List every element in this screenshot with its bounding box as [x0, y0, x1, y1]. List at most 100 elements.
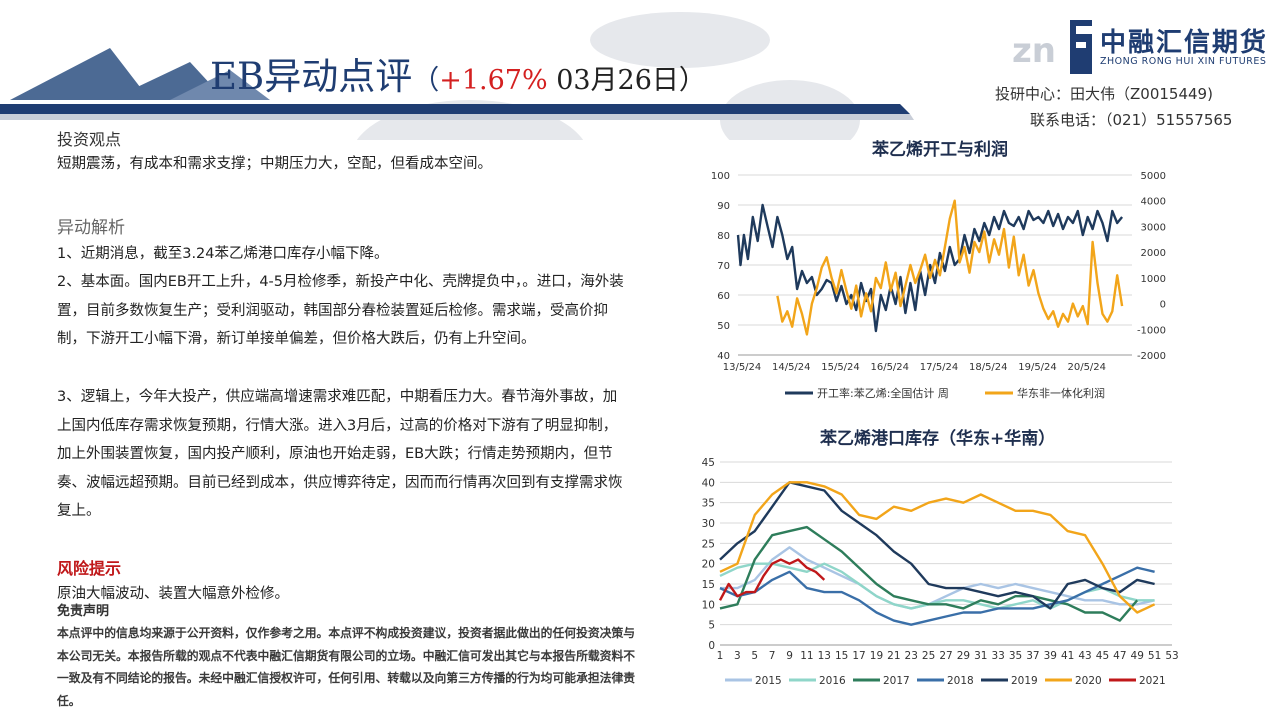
chart2-title: 苯乙烯港口库存（华东+华南） — [820, 429, 1056, 449]
chart1-left-tick-label: 90 — [717, 201, 730, 212]
chart1-x-tick-label: 13/5/24 — [723, 362, 762, 373]
title-date: 03月26日） — [547, 65, 706, 96]
chart2-x-tick-label: 29 — [957, 650, 970, 662]
view-text: 短期震荡，有成本和需求支撑；中期压力大，空配，但看成本空间。 — [57, 156, 492, 172]
chart1-series-line-profit — [776, 199, 1124, 336]
chart2-x-tick-label: 5 — [751, 650, 758, 662]
header-triangle-3 — [170, 70, 270, 100]
chart2-x-tick-label: 13 — [818, 650, 831, 662]
page-title: EB异动点评（+1.67% 03月26日） — [210, 58, 706, 95]
chart-utilization-profit: 40 50 60 70 80 90 100 -2000 -1000 0 1000 2000 3000 40… — [711, 171, 1166, 400]
chart1-left-tick-label: 100 — [711, 171, 730, 182]
chart1-legend-label: 开工率:苯乙烯:全国估计 周 — [817, 386, 949, 400]
chart2-y-tick-label: 20 — [702, 559, 715, 571]
chart2-series-line-2017 — [719, 525, 1139, 622]
chart2-legend-label: 2018 — [947, 675, 974, 687]
title-paren-open: （ — [412, 65, 440, 96]
chart2-x-tick-label: 23 — [905, 650, 918, 662]
chart1-left-tick-label: 80 — [717, 231, 730, 242]
disclaimer-title: 免责声明 — [57, 604, 110, 619]
chart2-series-line-2015 — [720, 546, 1155, 610]
disclaimer-text: 本点评中的信息均来源于公开资料，仅作参考之用。本点评不构成投资建议，投资者据此做… — [57, 626, 636, 708]
chart2-y-tick-label: 15 — [702, 579, 715, 591]
chart2-x-tick-label: 49 — [1131, 650, 1144, 662]
chart1-x-tick-label: 16/5/24 — [870, 362, 909, 373]
chart1-x-tick-label: 17/5/24 — [920, 362, 959, 373]
chart2-y-tick-label: 40 — [702, 477, 715, 489]
header-banner — [0, 12, 914, 140]
chart1-right-tick-label: 4000 — [1141, 197, 1166, 208]
chart2-series-line-2018 — [719, 566, 1155, 626]
header-base-bar — [0, 104, 910, 114]
chart2-x-tick-label: 35 — [1009, 650, 1022, 662]
chart2-y-tick-label: 45 — [702, 457, 715, 469]
chart2-y-tick-label: 25 — [702, 538, 715, 550]
chart2-x-tick-label: 39 — [1044, 650, 1057, 662]
svg-text:zn: zn — [1012, 31, 1056, 71]
chart1-left-tick-label: 60 — [717, 291, 730, 302]
chart2-x-tick-label: 3 — [734, 650, 741, 662]
analysis-paragraph-1: 1、近期消息，截至3.24苯乙烯港口库存小幅下降。 — [57, 246, 389, 262]
chart1-left-tick-label: 40 — [717, 351, 730, 362]
chart2-x-tick-label: 51 — [1148, 650, 1161, 662]
chart1-right-tick-label: 3000 — [1141, 222, 1166, 233]
chart2-x-tick-label: 31 — [974, 650, 987, 662]
chart2-x-tick-label: 21 — [887, 650, 900, 662]
chart1-left-tick-label: 50 — [717, 321, 730, 332]
title-main: EB异动点评 — [210, 55, 413, 98]
chart2-x-tick-label: 11 — [800, 650, 813, 662]
chart1-right-tick-label: -2000 — [1137, 351, 1166, 362]
header-base-shadow — [0, 114, 914, 120]
chart2-y-tick-label: 5 — [708, 620, 715, 632]
chart2-y-tick-label: 10 — [702, 599, 715, 611]
chart2-legend-label: 2019 — [1011, 675, 1038, 687]
chart2-legend-label: 2017 — [883, 675, 910, 687]
chart2-y-tick-label: 35 — [702, 498, 715, 510]
chart2-x-tick-label: 19 — [870, 650, 883, 662]
chart2-x-tick-label: 45 — [1096, 650, 1109, 662]
chart1-x-tick-label: 14/5/24 — [772, 362, 811, 373]
chart2-legend-label: 2015 — [755, 675, 782, 687]
chart1-x-tick-label: 20/5/24 — [1067, 362, 1106, 373]
chart2-x-tick-label: 25 — [922, 650, 935, 662]
chart2-x-tick-label: 43 — [1078, 650, 1091, 662]
chart2-x-tick-label: 17 — [852, 650, 865, 662]
chart1-left-tick-label: 70 — [717, 261, 730, 272]
chart2-x-tick-label: 7 — [769, 650, 776, 662]
chart2-x-tick-label: 53 — [1165, 650, 1178, 662]
logo-english-name: ZHONG RONG HUI XIN FUTURES — [1100, 56, 1267, 67]
chart2-x-tick-label: 15 — [835, 650, 848, 662]
chart1-legend-label: 华东非一体化利润 — [1017, 386, 1105, 400]
chart1-right-tick-label: 1000 — [1141, 274, 1166, 285]
contact-phone: 联系电话：（021）51557565 — [1030, 111, 1233, 129]
chart2-legend-label: 2021 — [1139, 675, 1166, 687]
chart2-legend-label: 2020 — [1075, 675, 1102, 687]
chart2-x-tick-label: 1 — [717, 650, 724, 662]
logo-icon: zn — [1012, 20, 1092, 74]
chart2-x-tick-label: 9 — [786, 650, 793, 662]
view-section-title: 投资观点 — [57, 130, 122, 149]
title-change-percent: +1.67% — [439, 65, 548, 96]
chart1-title: 苯乙烯开工与利润 — [872, 140, 1008, 160]
chart1-series-line-utilization — [736, 203, 1124, 333]
chart2-y-tick-label: 0 — [708, 640, 715, 652]
analysis-paragraph-2: 2、基本面。国内EB开工上升，4-5月检修季，新投产中化、壳牌提负中，。进口，海… — [57, 274, 624, 347]
chart2-x-tick-label: 47 — [1113, 650, 1126, 662]
chart1-x-tick-label: 19/5/24 — [1018, 362, 1057, 373]
chart2-x-tick-label: 33 — [991, 650, 1004, 662]
logo-chinese-name: 中融汇信期货 — [1100, 28, 1269, 58]
chart2-x-tick-label: 37 — [1026, 650, 1039, 662]
chart1-right-tick-label: -1000 — [1137, 325, 1166, 336]
analysis-paragraph-3: 3、逻辑上，今年大投产，供应端高增速需求难匹配，中期看压力大。春节海外事故，加上… — [57, 389, 623, 519]
chart1-right-tick-label: 2000 — [1141, 248, 1166, 259]
risk-section-title: 风险提示 — [57, 559, 122, 578]
chart2-legend-label: 2016 — [819, 675, 846, 687]
contact-researcher: 投研中心：田大伟（Z0015449) — [995, 85, 1213, 103]
chart1-x-tick-label: 18/5/24 — [969, 362, 1008, 373]
analysis-section-title: 异动解析 — [57, 218, 125, 238]
header-triangle-1 — [10, 48, 150, 100]
chart2-x-tick-label: 41 — [1061, 650, 1074, 662]
chart2-x-tick-label: 27 — [939, 650, 952, 662]
chart1-right-tick-label: 5000 — [1141, 171, 1166, 182]
